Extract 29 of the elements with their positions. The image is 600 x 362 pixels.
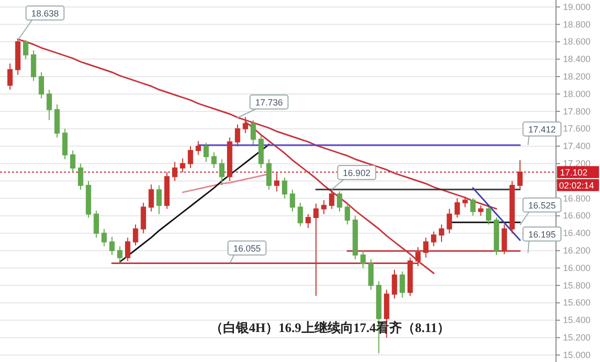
y-tick-label: 18.800	[563, 19, 591, 30]
y-tick-label: 15.200	[563, 332, 591, 343]
text: 17.412	[528, 124, 556, 134]
annotation: 18.638	[31, 8, 59, 18]
y-tick-label: 17.400	[563, 141, 591, 152]
text: 16.195	[528, 230, 556, 240]
ref-line-label: 17.102	[560, 168, 588, 178]
y-tick-label: 17.600	[563, 124, 591, 134]
y-tick-label: 15.000	[563, 350, 591, 360]
annotation: 17.736	[255, 98, 283, 108]
text: 16.525	[528, 200, 556, 210]
y-tick-label: 15.600	[563, 298, 591, 308]
y-tick-label: 16.200	[563, 245, 591, 256]
y-tick-label: 18.000	[563, 88, 591, 99]
y-tick-label: 17.200	[563, 158, 591, 168]
y-tick-label: 16.600	[563, 210, 591, 221]
y-tick-label: 18.200	[563, 71, 591, 82]
y-tick-label: 15.800	[563, 280, 591, 290]
text: 02:02:14	[559, 180, 594, 191]
y-tick-label: 18.400	[563, 54, 591, 64]
y-tick-label: 16.000	[563, 262, 591, 273]
y-tick-label: 18.600	[563, 36, 591, 47]
y-tick-label: 15.400	[563, 315, 591, 326]
y-tick-label: 16.800	[563, 193, 591, 204]
annotation: 16.055	[233, 244, 261, 254]
annotation: 16.902	[342, 168, 370, 178]
y-tick-label: 19.000	[563, 2, 591, 12]
y-tick-label: 17.800	[563, 106, 591, 116]
y-tick-label: 16.400	[563, 228, 591, 238]
